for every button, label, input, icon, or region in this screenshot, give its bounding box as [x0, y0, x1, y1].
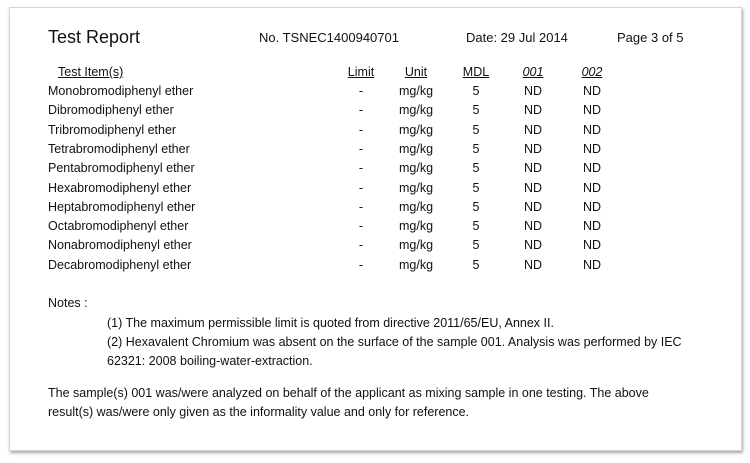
report-page — [9, 7, 742, 451]
report-number: No. TSNEC1400940701 — [259, 30, 399, 45]
sample-002-result: ND — [582, 257, 602, 272]
sample-001-result: ND — [523, 238, 543, 253]
test-item-name: Heptabromodiphenyl ether — [48, 199, 196, 214]
test-item-name: Tetrabromodiphenyl ether — [48, 141, 190, 156]
mdl-value: 5 — [472, 122, 480, 137]
mdl-value: 5 — [472, 141, 480, 156]
limit-value: - — [358, 199, 364, 214]
mdl-value: 5 — [472, 199, 480, 214]
unit-value: mg/kg — [398, 84, 434, 98]
sample-002-result: ND — [582, 199, 602, 214]
mdl-value: 5 — [472, 257, 480, 272]
limit-value: - — [358, 103, 364, 118]
test-item-name: Decabromodiphenyl ether — [48, 257, 192, 272]
unit-value: mg/kg — [398, 180, 434, 195]
unit-value: mg/kg — [398, 219, 434, 234]
limit-value: - — [358, 141, 364, 156]
limit-value: - — [358, 161, 364, 176]
mdl-value: 5 — [472, 161, 480, 176]
test-item-name: Monobromodiphenyl ether — [48, 84, 194, 98]
unit-value: mg/kg — [398, 161, 434, 176]
note-item: (2) Hexavalent Chromium was absent on th… — [107, 335, 682, 349]
header-mdl: MDL — [462, 65, 490, 79]
unit-value: mg/kg — [398, 103, 434, 118]
limit-value: - — [358, 84, 364, 98]
test-item-name: Dibromodiphenyl ether — [48, 103, 174, 118]
unit-value: mg/kg — [398, 199, 434, 214]
unit-value: mg/kg — [398, 257, 434, 272]
header-limit: Limit — [347, 65, 375, 79]
page-number: Page 3 of 5 — [617, 30, 684, 45]
sample-001-result: ND — [523, 199, 543, 214]
sample-002-result: ND — [582, 219, 602, 234]
sample-001-result: ND — [523, 84, 543, 98]
sample-002-result: ND — [582, 161, 602, 176]
footer-line: result(s) was/were only given as the inf… — [48, 405, 470, 419]
header-test-item: Test Item(s) — [58, 65, 124, 79]
unit-value: mg/kg — [398, 122, 434, 137]
footer-line: The sample(s) 001 was/were analyzed on b… — [48, 386, 649, 400]
header-sample-002: 002 — [581, 65, 603, 79]
mdl-value: 5 — [472, 84, 480, 98]
note-item: (1) The maximum permissible limit is quo… — [107, 316, 554, 330]
sample-001-result: ND — [523, 103, 543, 118]
test-item-name: Nonabromodiphenyl ether — [48, 238, 192, 253]
mdl-value: 5 — [472, 219, 480, 234]
page-title: Test Report — [48, 27, 141, 47]
header-unit: Unit — [404, 65, 428, 79]
sample-002-result: ND — [582, 103, 602, 118]
sample-001-result: ND — [523, 141, 543, 156]
header-sample-001: 001 — [522, 65, 544, 79]
sample-002-result: ND — [582, 180, 602, 195]
report-date: Date: 29 Jul 2014 — [466, 30, 568, 45]
limit-value: - — [358, 180, 364, 195]
sample-002-result: ND — [582, 141, 602, 156]
sample-002-result: ND — [582, 122, 602, 137]
sample-001-result: ND — [523, 180, 543, 195]
sample-001-result: ND — [523, 161, 543, 176]
note-item: 62321: 2008 boiling-water-extraction. — [107, 354, 313, 368]
notes-label: Notes : — [48, 296, 88, 310]
limit-value: - — [358, 257, 364, 272]
limit-value: - — [358, 238, 364, 253]
test-item-name: Tribromodiphenyl ether — [48, 122, 177, 137]
mdl-value: 5 — [472, 238, 480, 253]
sample-001-result: ND — [523, 122, 543, 137]
sample-001-result: ND — [523, 219, 543, 234]
test-item-name: Octabromodiphenyl ether — [48, 219, 189, 234]
limit-value: - — [358, 122, 364, 137]
unit-value: mg/kg — [398, 238, 434, 253]
sample-002-result: ND — [582, 84, 602, 98]
mdl-value: 5 — [472, 103, 480, 118]
unit-value: mg/kg — [398, 141, 434, 156]
sample-002-result: ND — [582, 238, 602, 253]
test-item-name: Pentabromodiphenyl ether — [48, 161, 195, 176]
sample-001-result: ND — [523, 257, 543, 272]
limit-value: - — [358, 219, 364, 234]
mdl-value: 5 — [472, 180, 480, 195]
test-item-name: Hexabromodiphenyl ether — [48, 180, 192, 195]
